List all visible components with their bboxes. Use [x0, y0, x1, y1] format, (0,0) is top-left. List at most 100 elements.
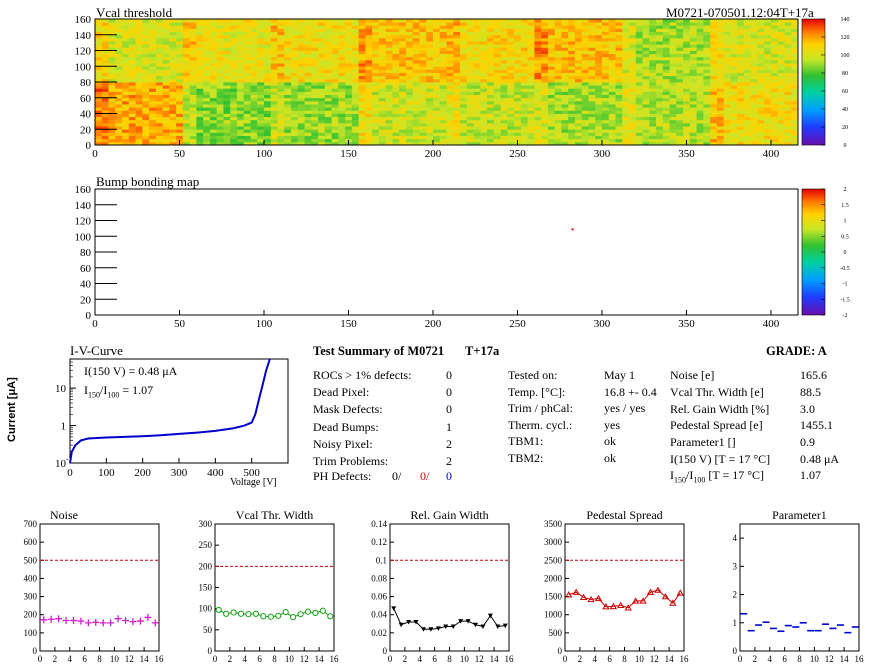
heatmap-cell: [392, 119, 400, 124]
heatmap-cell: [223, 19, 231, 23]
heatmap-cell: [453, 19, 461, 23]
heatmap-cell: [642, 91, 650, 95]
heatmap-cell: [723, 107, 731, 111]
heatmap-cell: [588, 132, 596, 136]
heatmap-cell: [615, 135, 623, 140]
heatmap-cell: [541, 97, 549, 102]
heatmap-cell: [615, 47, 623, 51]
heatmap-cell: [324, 132, 332, 136]
heatmap-cell: [601, 126, 610, 130]
heatmap-cell: [743, 28, 752, 32]
heatmap-cell: [723, 91, 731, 95]
heatmap-cell: [331, 37, 339, 42]
heatmap-cell: [601, 53, 610, 58]
heatmap-cell: [466, 63, 474, 67]
heatmap-cell: [541, 37, 549, 42]
heatmap-cell: [399, 110, 407, 114]
heatmap-cell: [419, 94, 427, 99]
heatmap-cell: [230, 129, 238, 133]
heatmap-cell: [716, 50, 725, 55]
heatmap-cell: [277, 110, 285, 114]
heatmap-cell: [770, 44, 779, 48]
heatmap-cell: [791, 97, 799, 102]
heatmap-cell: [236, 75, 245, 80]
heatmap-cell: [101, 22, 109, 26]
heatmap-cell: [263, 53, 272, 58]
heatmap-cell: [493, 47, 501, 51]
heatmap-cell: [507, 63, 515, 67]
heatmap-cell: [669, 138, 677, 143]
heatmap-cell: [122, 100, 130, 105]
heatmap-cell: [703, 132, 711, 136]
heatmap-cell: [723, 37, 731, 42]
y-tick-label: 1500: [544, 592, 563, 602]
heatmap-cell: [209, 59, 218, 64]
heatmap-cell: [270, 91, 278, 95]
heatmap-cell: [196, 91, 204, 95]
heatmap-cell: [439, 37, 447, 42]
heatmap-cell: [750, 66, 758, 70]
heatmap-cell: [656, 75, 664, 80]
heatmap-cell: [629, 47, 637, 51]
heatmap-cell: [649, 59, 657, 64]
heatmap-cell: [750, 141, 758, 146]
heatmap-cell: [615, 72, 623, 77]
heatmap-cell: [405, 94, 414, 99]
heatmap-cell: [568, 75, 576, 80]
heatmap-cell: [277, 59, 285, 64]
heatmap-cell: [331, 129, 339, 133]
heatmap-cell: [534, 126, 542, 130]
heatmap-cell: [500, 138, 508, 143]
heatmap-cell: [385, 31, 393, 36]
heatmap-cell: [189, 97, 197, 102]
heatmap-cell: [669, 41, 677, 45]
heatmap-cell: [615, 34, 623, 39]
heatmap-cell: [629, 50, 637, 55]
heatmap-cell: [399, 47, 407, 51]
heatmap-cell: [547, 78, 556, 83]
heatmap-cell: [392, 135, 400, 140]
heatmap-cell: [182, 97, 191, 102]
heatmap-cell: [480, 22, 488, 26]
heatmap-cell: [520, 28, 529, 32]
heatmap-cell: [669, 126, 677, 130]
heatmap-cell: [439, 25, 447, 29]
heatmap-cell: [730, 88, 738, 92]
heatmap-cell: [439, 110, 447, 114]
heatmap-cell: [351, 91, 360, 95]
heatmap-cell: [608, 132, 616, 136]
small-plot-title: Vcal Thr. Width: [236, 508, 313, 522]
heatmap-cell: [189, 100, 197, 105]
heatmap-cell: [574, 75, 583, 80]
heatmap-cell: [203, 34, 211, 39]
heatmap-cell: [588, 97, 596, 102]
heatmap-cell: [642, 116, 650, 121]
heatmap-cell: [649, 50, 657, 55]
heatmap-cell: [534, 122, 542, 127]
heatmap-cell: [777, 113, 785, 118]
heatmap-cell: [115, 50, 123, 55]
heatmap-cell: [108, 85, 116, 89]
heatmap-cell: [149, 132, 157, 136]
heatmap-cell: [162, 113, 170, 118]
heatmap-cell: [243, 100, 251, 105]
heatmap-cell: [527, 110, 535, 114]
heatmap-cell: [189, 53, 197, 58]
heatmap-cell: [777, 138, 785, 143]
heatmap-cell: [777, 78, 785, 83]
heatmap-cell: [318, 75, 326, 80]
heatmap-cell: [676, 132, 684, 136]
heatmap-cell: [331, 97, 339, 102]
heatmap-cell: [615, 107, 623, 111]
heatmap-cell: [412, 94, 420, 99]
heatmap-cell: [399, 56, 407, 61]
heatmap-cell: [487, 104, 495, 108]
heatmap-cell: [243, 56, 251, 61]
heatmap-cell: [466, 72, 474, 77]
heatmap-cell: [108, 97, 116, 102]
heatmap-cell: [642, 63, 650, 67]
heatmap-cell: [243, 28, 251, 32]
heatmap-cell: [236, 31, 245, 36]
heatmap-cell: [676, 69, 684, 73]
heatmap-cell: [209, 94, 218, 99]
